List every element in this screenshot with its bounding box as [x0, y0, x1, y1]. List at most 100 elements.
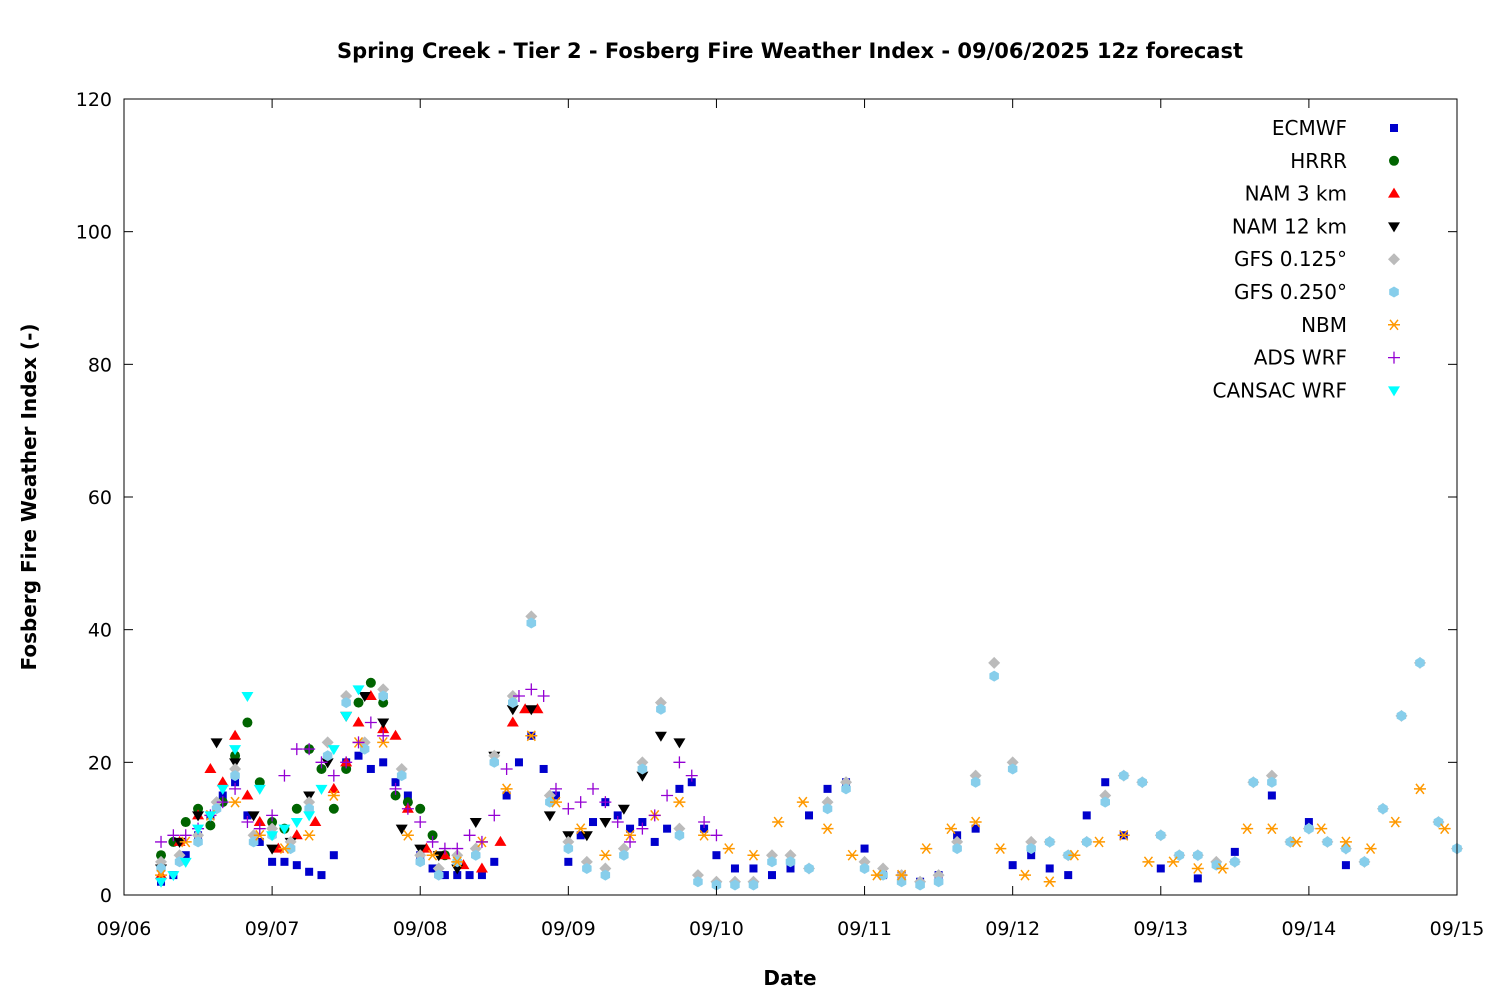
- data-point: [396, 770, 407, 782]
- data-point: [626, 824, 635, 833]
- data-point: [730, 864, 739, 873]
- data-point: [1167, 856, 1180, 868]
- data-point: [327, 782, 340, 793]
- data-point: [841, 783, 851, 795]
- data-point: [427, 830, 438, 841]
- data-point: [1290, 836, 1303, 848]
- data-point: [944, 823, 957, 835]
- data-point: [673, 756, 686, 769]
- data-point: [563, 843, 574, 855]
- data-point: [512, 690, 525, 702]
- data-point: [805, 811, 814, 820]
- data-point: [341, 763, 352, 774]
- data-point: [860, 844, 869, 853]
- data-point: [179, 857, 192, 868]
- data-point: [280, 857, 289, 866]
- data-point: [674, 829, 685, 841]
- data-point: [167, 871, 180, 882]
- data-point: [895, 869, 908, 881]
- data-point: [1027, 851, 1036, 860]
- data-point: [1378, 803, 1388, 815]
- data-point: [247, 811, 260, 822]
- data-point: [648, 809, 661, 822]
- legend-item: GFS 0.125°: [1234, 247, 1400, 271]
- data-point: [971, 824, 980, 833]
- data-point: [229, 729, 242, 740]
- data-point: [1341, 861, 1350, 870]
- x-tick-label: 09/08: [393, 918, 448, 940]
- data-point: [285, 843, 296, 855]
- data-point: [1193, 849, 1203, 861]
- data-point: [377, 736, 390, 748]
- data-point: [1019, 869, 1032, 881]
- x-tick-label: 09/07: [245, 918, 300, 940]
- data-point: [378, 697, 389, 708]
- data-point: [340, 711, 353, 722]
- data-point: [915, 879, 925, 891]
- data-point: [267, 817, 278, 828]
- data-point: [354, 751, 363, 760]
- data-point: [519, 703, 532, 714]
- data-point: [767, 856, 777, 868]
- data-point: [303, 743, 316, 756]
- data-point: [173, 837, 186, 848]
- data-point: [230, 750, 241, 761]
- data-point: [415, 856, 425, 868]
- x-tick-label: 09/09: [541, 918, 596, 940]
- data-point: [599, 796, 612, 809]
- data-point: [685, 769, 698, 782]
- data-point: [179, 829, 192, 842]
- data-point: [192, 824, 205, 835]
- data-point: [675, 784, 684, 793]
- y-tick-label: 20: [88, 752, 112, 774]
- data-point: [193, 803, 204, 814]
- legend-item: CANSAC WRF: [1212, 378, 1400, 402]
- data-point: [920, 843, 933, 855]
- legend-item: GFS 0.250°: [1234, 280, 1399, 304]
- data-point: [796, 796, 809, 808]
- data-point: [582, 863, 592, 874]
- data-point: [549, 782, 562, 795]
- x-tick-label: 09/15: [1430, 918, 1485, 940]
- data-point: [600, 869, 611, 881]
- data-point: [389, 782, 402, 795]
- data-point: [574, 796, 587, 809]
- data-point: [469, 818, 482, 829]
- data-point: [1082, 836, 1092, 848]
- data-point: [1043, 876, 1056, 888]
- data-point: [748, 879, 759, 891]
- legend-label: NAM 3 km: [1245, 182, 1347, 206]
- data-point: [229, 796, 242, 808]
- data-point: [389, 729, 402, 740]
- data-point: [216, 776, 229, 787]
- data-point: [1117, 829, 1130, 841]
- data-point: [1396, 710, 1407, 722]
- data-point: [253, 829, 266, 841]
- data-point: [1008, 861, 1017, 870]
- data-point: [1137, 776, 1147, 788]
- data-point: [749, 864, 758, 873]
- series-cansac-wrf: [155, 685, 365, 888]
- data-point: [506, 716, 519, 727]
- data-point: [327, 790, 340, 801]
- data-point: [638, 818, 647, 827]
- data-point: [1044, 836, 1055, 848]
- data-point: [352, 736, 365, 749]
- x-tick-label: 09/11: [837, 918, 892, 940]
- data-point: [402, 797, 413, 808]
- data-point: [712, 851, 721, 860]
- data-point: [564, 857, 573, 866]
- data-point: [698, 829, 711, 841]
- data-point: [205, 820, 216, 831]
- data-point: [989, 670, 999, 682]
- data-point: [537, 690, 550, 702]
- data-point: [1191, 862, 1204, 874]
- data-point: [747, 849, 760, 861]
- data-point: [340, 756, 353, 769]
- data-point: [278, 843, 291, 855]
- data-point: [539, 764, 548, 773]
- data-point: [687, 778, 696, 787]
- data-point: [167, 829, 180, 842]
